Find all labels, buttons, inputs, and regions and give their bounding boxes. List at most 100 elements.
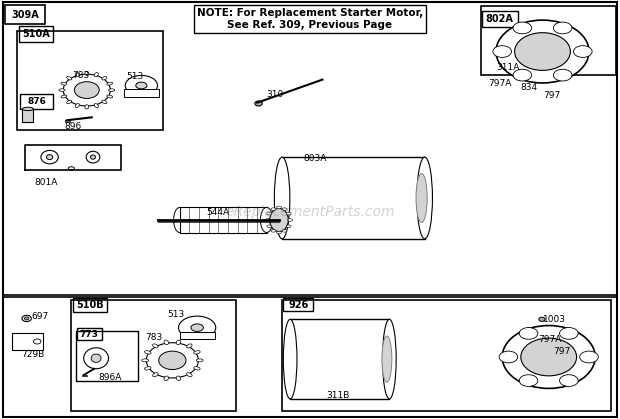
- Ellipse shape: [94, 103, 99, 108]
- Bar: [73, 298, 107, 312]
- Ellipse shape: [496, 20, 589, 83]
- Ellipse shape: [265, 219, 270, 221]
- Ellipse shape: [144, 351, 151, 354]
- Text: 783: 783: [72, 71, 89, 80]
- Ellipse shape: [61, 82, 67, 85]
- Ellipse shape: [193, 351, 200, 354]
- Text: 797: 797: [543, 91, 560, 100]
- Ellipse shape: [91, 354, 101, 362]
- Ellipse shape: [107, 82, 113, 85]
- Ellipse shape: [513, 69, 531, 81]
- Ellipse shape: [187, 344, 192, 348]
- Text: 797A: 797A: [538, 335, 562, 344]
- Ellipse shape: [22, 107, 33, 111]
- Ellipse shape: [416, 173, 427, 222]
- Ellipse shape: [174, 207, 186, 233]
- Ellipse shape: [91, 155, 95, 159]
- Ellipse shape: [493, 46, 512, 57]
- Ellipse shape: [22, 315, 31, 322]
- Ellipse shape: [125, 75, 157, 96]
- Text: 926: 926: [289, 300, 309, 310]
- Ellipse shape: [46, 155, 53, 160]
- Ellipse shape: [67, 77, 72, 80]
- Ellipse shape: [102, 100, 107, 103]
- Ellipse shape: [286, 212, 291, 215]
- Ellipse shape: [164, 376, 169, 380]
- Ellipse shape: [176, 340, 180, 345]
- Bar: [180, 207, 267, 233]
- Text: 510B: 510B: [77, 300, 104, 310]
- Ellipse shape: [580, 351, 598, 363]
- Ellipse shape: [187, 373, 192, 377]
- Text: 1003: 1003: [543, 315, 566, 324]
- Bar: [124, 89, 159, 97]
- Ellipse shape: [142, 359, 149, 362]
- Ellipse shape: [193, 367, 200, 370]
- Text: 803A: 803A: [304, 154, 327, 163]
- Text: 773: 773: [80, 330, 99, 339]
- Ellipse shape: [560, 328, 578, 339]
- Ellipse shape: [144, 367, 151, 370]
- Ellipse shape: [85, 71, 89, 75]
- Ellipse shape: [24, 317, 29, 320]
- Bar: [283, 298, 313, 311]
- Bar: [282, 300, 611, 411]
- Ellipse shape: [283, 319, 297, 399]
- Ellipse shape: [277, 206, 281, 209]
- Ellipse shape: [84, 348, 108, 369]
- Bar: [180, 332, 215, 339]
- Ellipse shape: [41, 150, 58, 164]
- Ellipse shape: [513, 22, 531, 34]
- Bar: [20, 94, 53, 109]
- Ellipse shape: [270, 209, 288, 231]
- Bar: [71, 300, 236, 411]
- Circle shape: [146, 343, 198, 378]
- Ellipse shape: [196, 359, 203, 362]
- Circle shape: [74, 82, 99, 98]
- Ellipse shape: [499, 351, 518, 363]
- Ellipse shape: [191, 324, 203, 331]
- Text: 783: 783: [145, 333, 162, 342]
- Ellipse shape: [59, 89, 65, 91]
- Ellipse shape: [68, 167, 74, 170]
- Bar: [282, 157, 425, 239]
- Text: 797A: 797A: [489, 79, 512, 88]
- Ellipse shape: [260, 207, 273, 233]
- Text: 513: 513: [126, 72, 144, 81]
- Ellipse shape: [164, 340, 169, 345]
- Ellipse shape: [153, 344, 158, 348]
- Ellipse shape: [382, 336, 392, 382]
- Bar: [82, 375, 87, 376]
- Text: 311A: 311A: [496, 62, 520, 72]
- Bar: [290, 319, 389, 399]
- Ellipse shape: [67, 100, 72, 103]
- Ellipse shape: [286, 225, 291, 228]
- Bar: [12, 333, 43, 350]
- Circle shape: [63, 74, 110, 106]
- Ellipse shape: [267, 225, 272, 228]
- Ellipse shape: [267, 212, 272, 215]
- Ellipse shape: [107, 95, 113, 98]
- Bar: [22, 109, 33, 122]
- Text: 876: 876: [27, 97, 46, 106]
- Ellipse shape: [520, 375, 538, 386]
- Ellipse shape: [136, 82, 147, 89]
- Bar: [65, 120, 70, 122]
- Ellipse shape: [282, 230, 287, 232]
- Ellipse shape: [275, 157, 290, 239]
- Ellipse shape: [271, 230, 276, 232]
- Bar: [3, 2, 617, 295]
- Ellipse shape: [277, 231, 281, 234]
- Text: 801A: 801A: [34, 178, 58, 187]
- Ellipse shape: [383, 319, 396, 399]
- Text: 697: 697: [31, 312, 48, 321]
- Ellipse shape: [153, 373, 158, 377]
- Bar: [77, 328, 102, 340]
- Text: NOTE: For Replacement Starter Motor,
See Ref. 309, Previous Page: NOTE: For Replacement Starter Motor, See…: [197, 8, 423, 30]
- Ellipse shape: [179, 316, 216, 339]
- Text: 797: 797: [554, 347, 571, 356]
- Ellipse shape: [520, 328, 538, 339]
- Ellipse shape: [554, 69, 572, 81]
- Ellipse shape: [417, 157, 433, 239]
- Bar: [480, 6, 616, 75]
